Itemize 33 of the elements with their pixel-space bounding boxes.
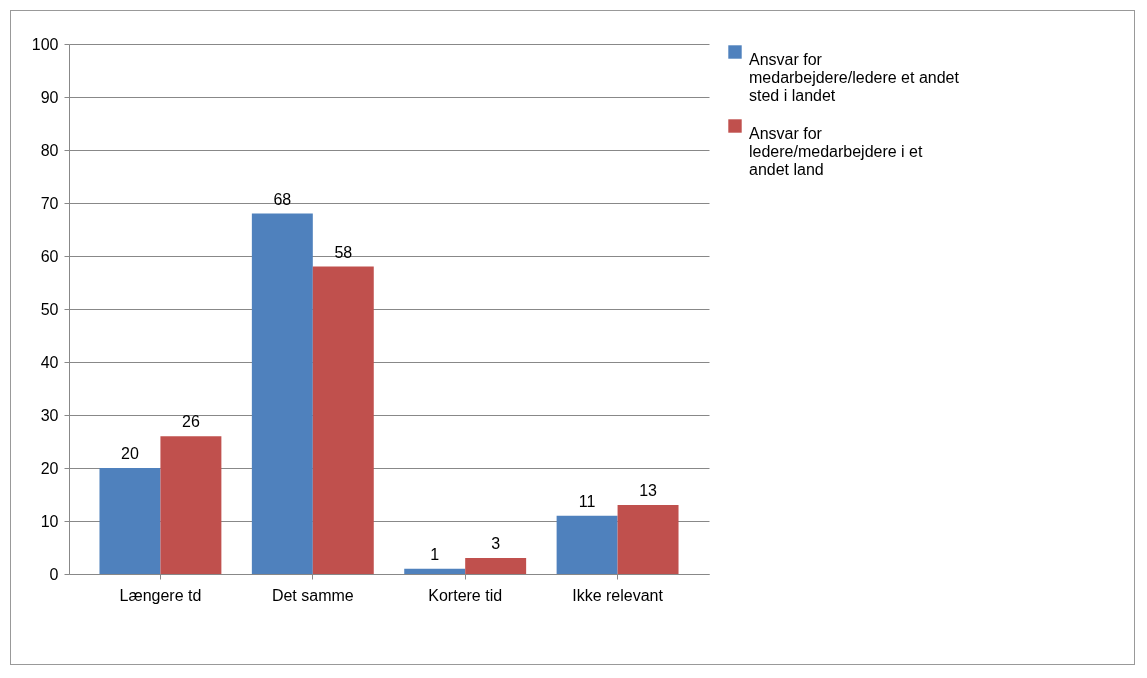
x-tick-label: Kortere tid bbox=[428, 586, 503, 604]
y-tick-label: 80 bbox=[40, 141, 59, 159]
data-label: 20 bbox=[121, 445, 139, 462]
data-label: 3 bbox=[491, 535, 501, 553]
y-tick-label: 40 bbox=[40, 353, 59, 371]
y-tick-label: 20 bbox=[40, 459, 59, 477]
bar bbox=[465, 558, 527, 574]
y-tick-label: 100 bbox=[31, 35, 59, 53]
data-label: 1 bbox=[430, 545, 440, 563]
bar bbox=[617, 505, 679, 574]
bar bbox=[404, 568, 466, 574]
data-label: 13 bbox=[639, 482, 658, 500]
bar bbox=[312, 266, 374, 574]
y-tick-label: 60 bbox=[40, 247, 59, 265]
y-tick-label: 0 bbox=[49, 565, 59, 583]
legend-label: Ansvar for ledere/medarbejdere i et andet land bbox=[749, 125, 923, 178]
legend-label: Ansvar for medarbejdere/ledere et andet sted i landet bbox=[749, 51, 960, 104]
x-tick-label: Længere td bbox=[119, 586, 202, 604]
y-tick-label: 70 bbox=[40, 194, 59, 212]
bar bbox=[556, 515, 618, 574]
data-label: 68 bbox=[273, 190, 292, 208]
y-tick-label: 50 bbox=[40, 300, 59, 318]
x-tick-label: Det samme bbox=[271, 586, 354, 604]
bar bbox=[160, 436, 222, 574]
y-tick-label: 30 bbox=[40, 406, 59, 424]
data-label: 58 bbox=[334, 243, 353, 261]
bar bbox=[99, 468, 161, 574]
y-tick-label: 10 bbox=[40, 512, 59, 530]
x-tick-label: Ikke relevant bbox=[572, 586, 664, 604]
y-tick-label: 90 bbox=[40, 88, 59, 106]
data-label: 26 bbox=[182, 413, 200, 431]
data-label: 11 bbox=[578, 492, 596, 510]
bar bbox=[251, 213, 313, 574]
